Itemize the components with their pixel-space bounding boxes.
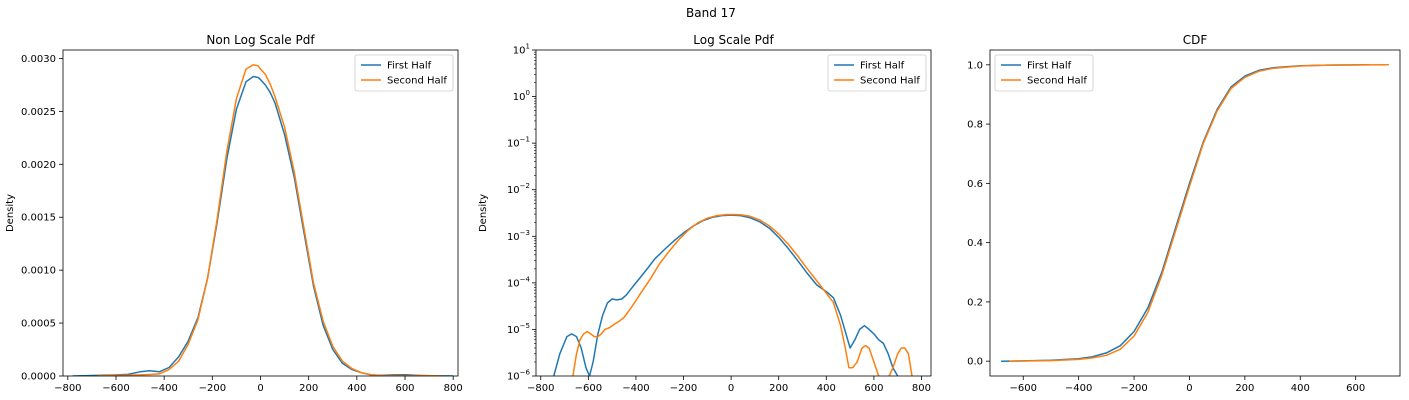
series-line-first-half <box>553 214 899 376</box>
legend-entry: Second Half <box>1027 76 1087 87</box>
x-tick-label: 0 <box>728 383 734 394</box>
legend-box <box>354 54 454 92</box>
legend-box <box>994 54 1094 92</box>
y-tick-label: 0.2 <box>967 297 983 308</box>
y-tick-label: 0.0005 <box>21 319 56 330</box>
x-tick-label: 400 <box>1291 383 1310 394</box>
y-tick-label: 0.0025 <box>21 107 56 118</box>
legend-entry: Second Half <box>387 76 447 87</box>
y-tick-label: 10−6 <box>507 369 531 383</box>
x-tick-label: −200 <box>199 383 226 394</box>
y-tick-label: 0.0000 <box>21 372 56 383</box>
y-tick-label: 0.4 <box>967 238 983 249</box>
legend-box <box>827 54 927 92</box>
x-tick-label: 400 <box>817 383 836 394</box>
subplot-title: CDF <box>1183 33 1208 47</box>
legend: First Half Second Half <box>994 54 1094 92</box>
subplot-3: CDF −600 −400 −200 0 200 400 600 0.0 0.2 0.4 0.6 0.8… <box>967 33 1401 394</box>
legend-entry: First Half <box>1027 61 1072 72</box>
x-tick-label: 800 <box>444 383 463 394</box>
series-line-second-half <box>1009 64 1389 362</box>
subplot-1: Non Log Scale Pdf Density −800 −600 −400 −200… <box>5 33 463 394</box>
x-tick-label: 200 <box>1235 383 1254 394</box>
series-line-first-half <box>1001 64 1370 362</box>
x-tick-label: −600 <box>102 383 129 394</box>
subplots: Non Log Scale Pdf Density −800 −600 −400 −200… <box>5 33 1401 394</box>
x-tick-label: −800 <box>54 383 81 394</box>
figure-suptitle: Band 17 <box>686 6 736 20</box>
x-tick-label: −600 <box>1010 383 1037 394</box>
y-tick-label: 10−3 <box>507 229 530 243</box>
legend-entry: First Half <box>860 61 905 72</box>
x-tick-label: −200 <box>670 383 697 394</box>
y-tick-label: 0.0030 <box>21 54 56 65</box>
y-tick-label: 10−4 <box>507 275 531 289</box>
y-axis-label: Density <box>5 194 16 232</box>
y-tick-label: 0.8 <box>967 120 983 131</box>
x-tick-label: 0 <box>1186 383 1192 394</box>
legend-entry: Second Half <box>860 76 920 87</box>
x-tick-label: 600 <box>395 383 414 394</box>
x-tick-label: −400 <box>150 383 177 394</box>
series-line-first-half <box>72 75 454 376</box>
legend: First Half Second Half <box>354 54 454 92</box>
axes-frame <box>62 49 459 377</box>
y-tick-label: 0.6 <box>967 179 983 190</box>
x-tick-label: −800 <box>527 383 554 394</box>
y-tick-label: 101 <box>513 43 530 57</box>
x-tick-label: −600 <box>575 383 602 394</box>
x-tick-label: 200 <box>299 383 318 394</box>
y-tick-label: 0.0020 <box>21 160 56 171</box>
series-line-second-half <box>572 213 913 376</box>
y-tick-label: 0.0 <box>967 357 983 368</box>
y-axis-label: Density <box>478 194 489 232</box>
x-tick-label: 800 <box>912 383 931 394</box>
x-tick-label: −200 <box>1120 383 1147 394</box>
subplot-title: Non Log Scale Pdf <box>206 33 315 47</box>
subplot-2: Log Scale Pdf Density −800 −600 −400 −200 0 200… <box>478 33 932 394</box>
y-tick-label: 10−5 <box>507 322 530 336</box>
y-tick-label: 100 <box>513 89 530 103</box>
x-tick-label: −400 <box>622 383 649 394</box>
x-tick-label: −400 <box>1065 383 1092 394</box>
x-tick-label: 0 <box>257 383 263 394</box>
y-tick-label: 10−2 <box>507 182 530 196</box>
y-tick-label: 0.0015 <box>21 213 56 224</box>
y-tick-label: 10−1 <box>507 136 530 150</box>
x-tick-label: 400 <box>347 383 366 394</box>
x-tick-label: 200 <box>769 383 788 394</box>
series-line-second-half <box>96 64 444 376</box>
x-tick-label: 600 <box>864 383 883 394</box>
y-tick-label: 1.0 <box>967 60 983 71</box>
axes-frame <box>989 49 1401 377</box>
subplot-title: Log Scale Pdf <box>693 33 774 47</box>
legend: First Half Second Half <box>827 54 927 92</box>
y-tick-label: 0.0010 <box>21 266 56 277</box>
legend-entry: First Half <box>387 61 432 72</box>
axes-frame <box>535 49 932 377</box>
x-tick-label: 600 <box>1346 383 1365 394</box>
